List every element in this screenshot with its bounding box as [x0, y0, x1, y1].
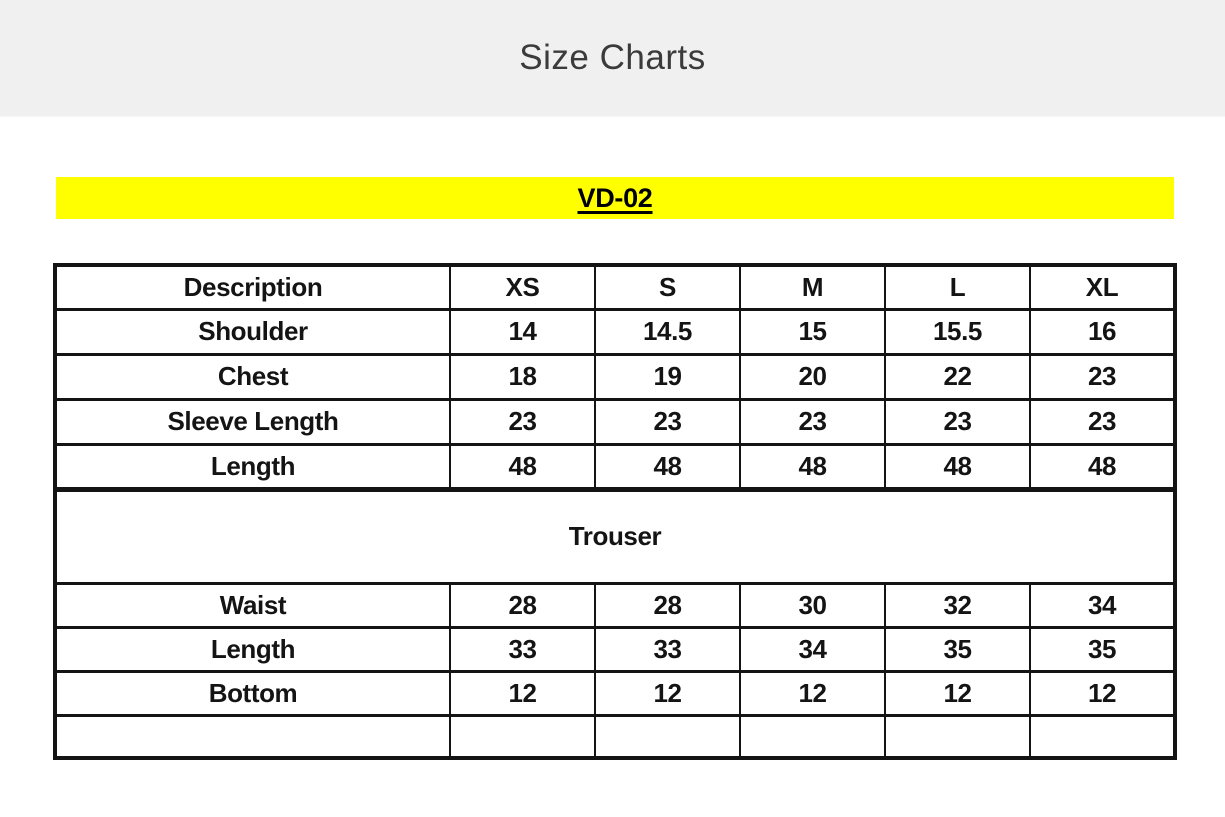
size-value-cell: 19 — [594, 352, 741, 401]
size-value-cell: 48 — [594, 442, 741, 492]
product-code-label: VD-02 — [577, 182, 653, 213]
size-value-cell: 32 — [884, 581, 1031, 629]
row-label: Waist — [54, 581, 451, 629]
row-label: Sleeve Length — [54, 397, 451, 446]
table-row-length: Length 48 48 48 48 48 — [54, 442, 1176, 492]
size-value-cell: 35 — [884, 625, 1031, 673]
size-value-cell: 14 — [449, 307, 596, 356]
row-label: Length — [54, 442, 451, 492]
size-value-cell: 23 — [594, 397, 741, 446]
trouser-section-header: Trouser — [54, 487, 1176, 585]
size-value-cell: 48 — [449, 442, 596, 492]
trouser-section-row: Trouser — [54, 487, 1176, 585]
table-row-empty — [54, 713, 1176, 760]
table-row-shoulder: Shoulder 14 14.5 15 15.5 16 — [54, 307, 1176, 356]
size-value-cell: 28 — [594, 581, 741, 629]
column-header-xl: XL — [1029, 263, 1176, 311]
size-value-cell: 18 — [449, 352, 596, 401]
size-value-cell: 16 — [1029, 307, 1176, 356]
table-row-chest: Chest 18 19 20 22 23 — [54, 352, 1176, 401]
size-value-cell: 12 — [739, 669, 886, 717]
size-value-cell: 34 — [739, 625, 886, 673]
column-header-l: L — [884, 263, 1031, 311]
row-label: Chest — [54, 352, 451, 401]
size-value-cell: 12 — [1029, 669, 1176, 717]
table-row-sleeve-length: Sleeve Length 23 23 23 23 23 — [54, 397, 1176, 446]
size-value-cell: 14.5 — [594, 307, 741, 356]
table-row-bottom: Bottom 12 12 12 12 12 — [54, 669, 1176, 717]
size-value-cell: 23 — [1029, 397, 1176, 446]
page-header-bar: Size Charts — [0, 0, 1225, 117]
size-value-cell: 35 — [1029, 625, 1176, 673]
row-label: Length — [54, 625, 451, 673]
table-row-trouser-length: Length 33 33 34 35 35 — [54, 625, 1176, 673]
row-label: Bottom — [54, 669, 451, 717]
column-header-m: M — [739, 263, 886, 311]
column-header-xs: XS — [449, 263, 596, 311]
empty-cell — [449, 713, 596, 760]
size-value-cell: 34 — [1029, 581, 1176, 629]
size-value-cell: 48 — [884, 442, 1031, 492]
size-value-cell: 48 — [739, 442, 886, 492]
size-chart-table: Description XS S M L XL Shoulder 14 14.5… — [53, 263, 1177, 760]
size-value-cell: 23 — [884, 397, 1031, 446]
empty-cell — [1029, 713, 1176, 760]
size-value-cell: 15.5 — [884, 307, 1031, 356]
table-row-waist: Waist 28 28 30 32 34 — [54, 581, 1176, 629]
empty-cell — [594, 713, 741, 760]
size-value-cell: 20 — [739, 352, 886, 401]
size-value-cell: 15 — [739, 307, 886, 356]
size-value-cell: 33 — [449, 625, 596, 673]
product-code-banner: VD-02 — [56, 177, 1174, 219]
size-value-cell: 28 — [449, 581, 596, 629]
size-value-cell: 23 — [449, 397, 596, 446]
column-header-description: Description — [54, 263, 451, 311]
empty-cell — [884, 713, 1031, 760]
size-value-cell: 22 — [884, 352, 1031, 401]
page-title: Size Charts — [519, 38, 706, 77]
size-value-cell: 23 — [739, 397, 886, 446]
size-value-cell: 12 — [884, 669, 1031, 717]
row-label: Shoulder — [54, 307, 451, 356]
size-value-cell: 12 — [594, 669, 741, 717]
size-value-cell: 33 — [594, 625, 741, 673]
size-value-cell: 30 — [739, 581, 886, 629]
table-header-row: Description XS S M L XL — [54, 263, 1176, 311]
size-value-cell: 12 — [449, 669, 596, 717]
empty-cell — [739, 713, 886, 760]
size-value-cell: 23 — [1029, 352, 1176, 401]
empty-cell — [54, 713, 451, 760]
size-value-cell: 48 — [1029, 442, 1176, 492]
column-header-s: S — [594, 263, 741, 311]
